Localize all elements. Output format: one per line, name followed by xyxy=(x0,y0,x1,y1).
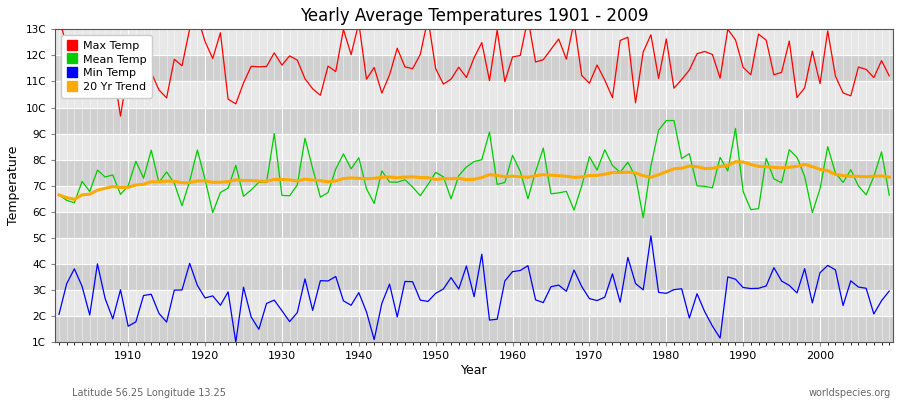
Legend: Max Temp, Mean Temp, Min Temp, 20 Yr Trend: Max Temp, Mean Temp, Min Temp, 20 Yr Tre… xyxy=(60,35,152,98)
Bar xyxy=(55,212,893,238)
Bar xyxy=(55,29,893,55)
Bar xyxy=(55,108,893,134)
Text: worldspecies.org: worldspecies.org xyxy=(809,388,891,398)
Bar xyxy=(55,134,893,160)
Bar xyxy=(55,160,893,186)
Text: Latitude 56.25 Longitude 13.25: Latitude 56.25 Longitude 13.25 xyxy=(72,388,226,398)
Bar xyxy=(55,316,893,342)
Bar xyxy=(55,238,893,264)
Y-axis label: Temperature: Temperature xyxy=(7,146,20,226)
Bar xyxy=(55,264,893,290)
Bar xyxy=(55,290,893,316)
Title: Yearly Average Temperatures 1901 - 2009: Yearly Average Temperatures 1901 - 2009 xyxy=(300,7,648,25)
Bar xyxy=(55,55,893,82)
X-axis label: Year: Year xyxy=(461,364,488,377)
Bar xyxy=(55,186,893,212)
Bar xyxy=(55,82,893,108)
